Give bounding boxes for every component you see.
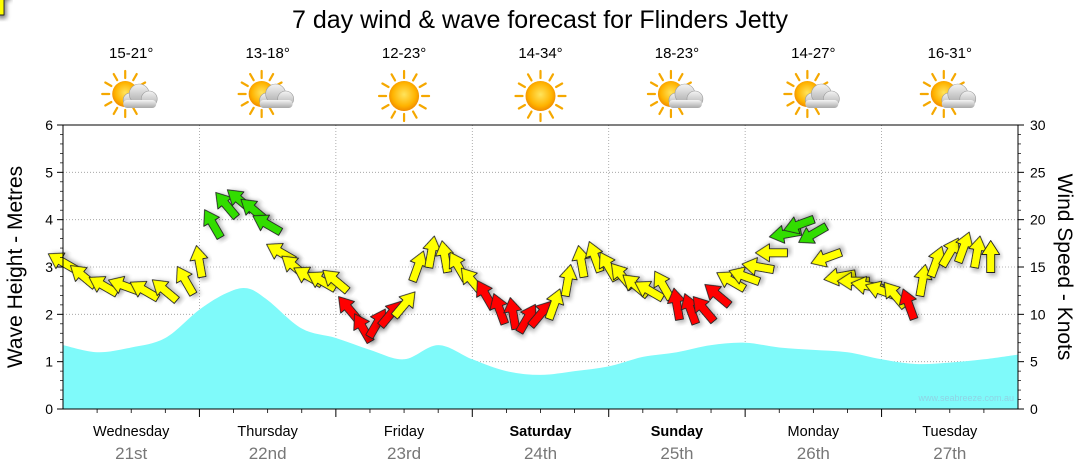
wind-arrow bbox=[129, 280, 161, 303]
right-axis-tick-label: 5 bbox=[1030, 354, 1038, 370]
left-axis-tick-label: 1 bbox=[45, 354, 53, 370]
day-name-label: Sunday bbox=[651, 424, 703, 440]
wind-arrow bbox=[88, 276, 120, 298]
chart-title: 7 day wind & wave forecast for Flinders … bbox=[292, 6, 789, 34]
wave-height-area bbox=[63, 287, 1018, 409]
partly-cloudy-icon bbox=[783, 69, 840, 119]
wind-arrow bbox=[898, 288, 919, 321]
day-name-label: Tuesday bbox=[922, 424, 978, 440]
right-axis-tick-label: 20 bbox=[1030, 212, 1046, 228]
left-axis-tick-label: 3 bbox=[45, 259, 53, 275]
temperature-range-label: 15-21° bbox=[109, 45, 153, 62]
day-name-label: Wednesday bbox=[93, 424, 170, 440]
wind-arrow bbox=[489, 293, 509, 326]
right-axis-tick-label: 30 bbox=[1030, 117, 1046, 133]
wind-arrow bbox=[692, 296, 718, 325]
day-name-label: Friday bbox=[384, 424, 425, 440]
temperature-range-label: 18-23° bbox=[655, 45, 699, 62]
wind-arrow bbox=[151, 279, 180, 304]
wind-arrow bbox=[544, 288, 565, 321]
y-axis-left-title: Wave Height - Metres bbox=[4, 166, 27, 368]
day-date-label: 26th bbox=[797, 444, 830, 463]
temperature-range-label: 16-31° bbox=[928, 45, 972, 62]
wind-arrow bbox=[836, 271, 870, 291]
sun-rays bbox=[514, 69, 567, 123]
wind-arrow bbox=[503, 297, 522, 331]
wind-arrow bbox=[390, 291, 416, 320]
wind-arrow bbox=[559, 264, 578, 298]
right-axis-tick-label: 10 bbox=[1030, 306, 1046, 322]
wind-arrow bbox=[189, 245, 209, 279]
partly-cloudy-icon bbox=[101, 69, 158, 119]
wind-arrow bbox=[754, 243, 788, 263]
temperature-range-label: 14-27° bbox=[791, 45, 835, 62]
day-date-label: 22nd bbox=[249, 444, 287, 463]
right-axis-tick-label: 0 bbox=[1030, 401, 1038, 417]
sun-disc bbox=[389, 81, 420, 111]
sun-rays bbox=[377, 69, 431, 123]
partly-cloudy-icon bbox=[646, 69, 704, 119]
right-axis-tick-label: 15 bbox=[1030, 259, 1046, 275]
sunny-icon bbox=[514, 69, 567, 123]
wind-arrow bbox=[981, 240, 1001, 273]
wind-arrow bbox=[322, 269, 351, 295]
y-axis-right-title: Wind Speed - Knots bbox=[1053, 174, 1076, 361]
cloud-shape bbox=[941, 83, 977, 108]
left-axis-tick-label: 4 bbox=[45, 212, 53, 228]
right-axis-tick-label: 25 bbox=[1030, 164, 1046, 180]
credit-text: www.seabreeze.com.au bbox=[917, 393, 1014, 403]
day-date-label: 21st bbox=[115, 444, 147, 463]
wind-arrow bbox=[810, 248, 843, 268]
day-date-label: 24th bbox=[524, 444, 557, 463]
partly-cloudy-icon bbox=[237, 69, 294, 119]
temperature-range-label: 14-34° bbox=[518, 45, 562, 62]
day-date-label: 23rd bbox=[387, 444, 421, 463]
wind-arrow bbox=[728, 266, 762, 286]
cloud-shape bbox=[668, 83, 704, 108]
wind-arrow bbox=[634, 280, 666, 303]
day-name-label: Saturday bbox=[509, 424, 571, 440]
left-axis-tick-label: 6 bbox=[45, 117, 53, 133]
left-axis-tick-label: 0 bbox=[45, 401, 53, 417]
temperature-range-label: 12-23° bbox=[382, 45, 426, 62]
day-name-label: Thursday bbox=[237, 424, 298, 440]
cloud-shape bbox=[259, 83, 294, 108]
temperature-range-label: 13-18° bbox=[245, 45, 289, 62]
wind-arrow bbox=[741, 257, 775, 276]
wind-arrow bbox=[252, 214, 284, 236]
wind-arrow bbox=[913, 264, 933, 298]
wind-arrow bbox=[704, 284, 733, 309]
day-date-label: 27th bbox=[933, 444, 966, 463]
sun-disc bbox=[525, 81, 556, 111]
partly-cloudy-icon bbox=[919, 69, 977, 119]
wind-arrow bbox=[203, 209, 225, 240]
wind-arrow bbox=[798, 222, 829, 244]
left-axis-tick-label: 2 bbox=[45, 306, 53, 322]
left-axis-tick-label: 5 bbox=[45, 164, 53, 180]
day-date-label: 25th bbox=[660, 444, 693, 463]
day-name-label: Monday bbox=[788, 424, 840, 440]
wind-arrow bbox=[823, 267, 857, 287]
cloud-shape bbox=[122, 83, 158, 108]
cloud-shape bbox=[805, 83, 840, 108]
sunny-icon bbox=[377, 69, 431, 123]
wind-arrow bbox=[0, 0, 5, 16]
wind-arrow bbox=[571, 245, 591, 279]
wind-arrow bbox=[176, 266, 198, 297]
wind-arrow bbox=[783, 215, 816, 235]
